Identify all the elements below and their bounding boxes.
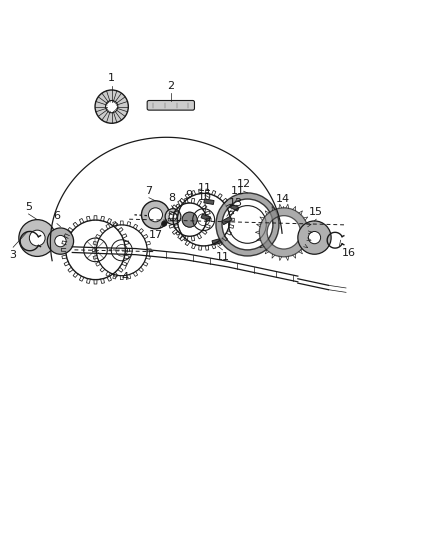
Text: 9: 9 (185, 190, 192, 200)
Polygon shape (212, 238, 223, 245)
Text: 4: 4 (121, 272, 128, 282)
Wedge shape (259, 208, 308, 257)
Text: 8: 8 (168, 193, 175, 204)
Polygon shape (230, 204, 239, 211)
Circle shape (95, 90, 128, 123)
Text: 11: 11 (230, 187, 244, 197)
Polygon shape (222, 216, 232, 224)
Text: 3: 3 (10, 250, 17, 260)
Text: 5: 5 (25, 202, 32, 212)
Text: 11: 11 (198, 183, 212, 193)
Circle shape (298, 221, 331, 254)
Text: 13: 13 (229, 198, 243, 208)
Text: 6: 6 (53, 212, 60, 221)
FancyBboxPatch shape (147, 101, 194, 110)
Polygon shape (201, 214, 211, 221)
Text: 12: 12 (237, 179, 251, 189)
Circle shape (165, 209, 181, 224)
Text: 11: 11 (215, 252, 230, 262)
Text: 10: 10 (198, 192, 212, 201)
Circle shape (19, 220, 56, 256)
Wedge shape (216, 193, 279, 256)
Text: 2: 2 (167, 82, 174, 91)
Circle shape (29, 230, 45, 246)
Circle shape (182, 212, 197, 227)
Text: 16: 16 (342, 248, 356, 258)
Text: 1: 1 (108, 74, 115, 84)
Text: 15: 15 (309, 207, 323, 217)
Circle shape (162, 221, 167, 226)
Circle shape (141, 201, 170, 229)
Circle shape (308, 231, 321, 244)
Circle shape (47, 228, 74, 254)
Circle shape (169, 213, 177, 221)
Circle shape (106, 101, 118, 113)
Circle shape (148, 208, 162, 222)
Text: 14: 14 (276, 195, 290, 204)
Polygon shape (204, 199, 214, 205)
Text: 7: 7 (145, 185, 152, 196)
Text: 17: 17 (148, 230, 162, 240)
Circle shape (55, 236, 66, 247)
